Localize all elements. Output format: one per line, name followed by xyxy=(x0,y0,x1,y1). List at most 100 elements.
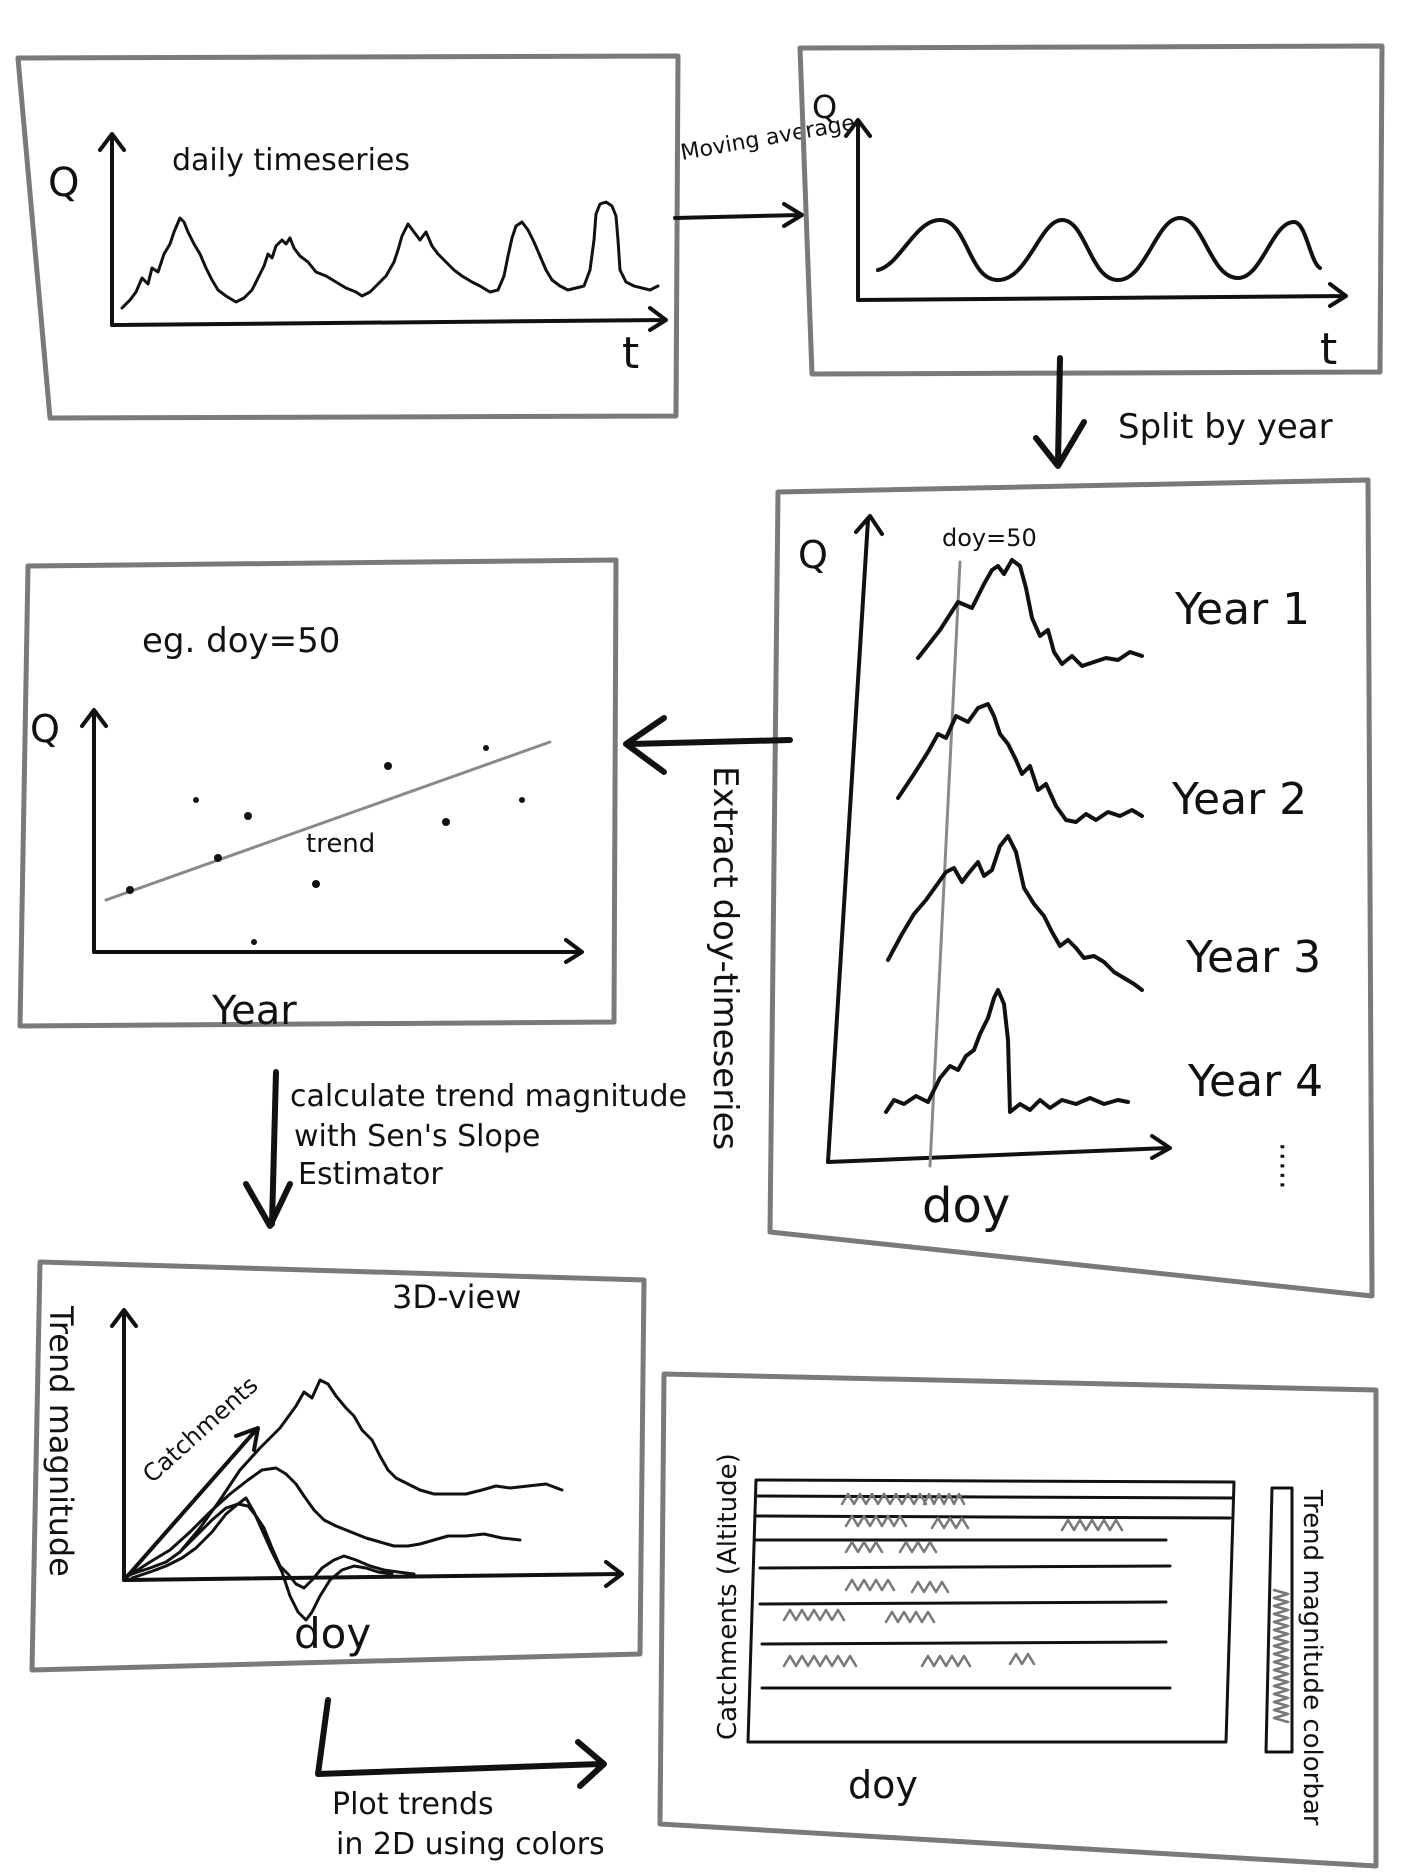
continuation-dots: ····· xyxy=(1264,1142,1299,1190)
data-point xyxy=(244,812,252,820)
arrow-plot-2d: Plot trends in 2D using colors xyxy=(315,1697,607,1862)
colorbar-fill xyxy=(1272,1588,1290,1724)
color-patch xyxy=(898,1540,938,1554)
arrow-shaft xyxy=(315,1697,607,1789)
panel-daily-timeseries: Q t daily timeseries xyxy=(15,53,681,421)
y-axis-arrow xyxy=(80,708,108,954)
y-axis-label: Q xyxy=(48,160,79,206)
catchment-row xyxy=(754,1514,1232,1520)
heatmap-box xyxy=(746,1478,1236,1744)
y-axis-arrow xyxy=(98,132,126,327)
arrow-split-by-year: Split by year xyxy=(1033,355,1333,469)
year-2-label: Year 2 xyxy=(1171,774,1307,825)
heatmap-color-scribbles xyxy=(782,1492,1124,1668)
x-axis-label: Year xyxy=(211,988,297,1034)
x-axis-label: doy xyxy=(294,1609,371,1658)
heatmap-rows xyxy=(754,1494,1234,1690)
year-3-label: Year 3 xyxy=(1185,932,1321,983)
panel-doy-trend: Q Year eg. doy=50 trend xyxy=(17,557,619,1034)
panel-frame xyxy=(797,43,1385,377)
color-patch xyxy=(920,1654,972,1668)
x-axis-label: doy xyxy=(848,1763,918,1807)
catchment-row xyxy=(754,1494,1234,1500)
panel-title: eg. doy=50 xyxy=(142,621,340,661)
year-4-label: Year 4 xyxy=(1187,1056,1323,1107)
panel-title: daily timeseries xyxy=(172,143,410,178)
arrow-moving-average: Moving average xyxy=(673,111,857,228)
data-point xyxy=(519,797,525,803)
color-patch xyxy=(1008,1652,1036,1666)
arrow-shaft xyxy=(243,1069,293,1229)
split-by-year-label: Split by year xyxy=(1118,407,1333,447)
calculate-label-line1: calculate trend magnitude xyxy=(290,1079,687,1114)
colorbar-label: Trend magnitude colorbar xyxy=(1297,1489,1327,1826)
data-points xyxy=(126,745,525,945)
color-patch xyxy=(782,1608,846,1622)
data-point xyxy=(312,880,320,888)
color-patch xyxy=(844,1514,908,1528)
arrow-calculate-trend: calculate trend magnitude with Sen's Slo… xyxy=(243,1069,687,1229)
arrow-shaft xyxy=(1033,355,1087,469)
plot-label-line2: in 2D using colors xyxy=(336,1827,605,1862)
calculate-label-line2: with Sen's Slope xyxy=(294,1119,540,1154)
arrow-shaft xyxy=(673,202,804,228)
panel-split-by-year: Q doy doy=50 Year 1 Year 2 Year 3 Year 4… xyxy=(767,477,1375,1299)
x-axis-arrow xyxy=(856,282,1348,308)
data-point xyxy=(214,854,222,862)
x-axis-arrow xyxy=(92,938,584,964)
catchment-row xyxy=(758,1600,1168,1606)
y-axis-label: Q xyxy=(30,707,60,751)
color-patch xyxy=(844,1540,884,1554)
catchment-trend-curve-2 xyxy=(128,1466,522,1577)
depth-axis-arrow xyxy=(122,1426,260,1582)
y-axis-label: Trend magnitude xyxy=(42,1305,80,1577)
x-axis-label: t xyxy=(1320,324,1337,375)
doy-50-marker-line xyxy=(928,560,962,1168)
arrow-extract-doy-timeseries: Extract doy-timeseries xyxy=(623,715,793,1150)
data-point xyxy=(384,762,392,770)
catchment-row xyxy=(758,1564,1172,1570)
color-patch xyxy=(844,1578,896,1592)
arrow-shaft xyxy=(623,715,793,775)
year-2-curve xyxy=(896,702,1144,824)
color-patch xyxy=(910,1580,950,1594)
doy-50-marker-label: doy=50 xyxy=(942,524,1037,552)
daily-series-line xyxy=(120,200,660,310)
y-axis-arrow xyxy=(826,514,884,1164)
y-axis-arrow xyxy=(844,118,872,302)
y-axis-arrow xyxy=(110,1308,138,1582)
panel-frame xyxy=(657,1371,1379,1869)
color-patch xyxy=(930,1516,970,1530)
data-point xyxy=(251,939,257,945)
year-4-curve xyxy=(884,988,1130,1114)
data-point xyxy=(193,797,199,803)
catchment-row xyxy=(760,1640,1168,1646)
year-3-curve xyxy=(886,834,1144,992)
y-axis-label: Q xyxy=(798,533,828,577)
color-patch xyxy=(840,1492,928,1506)
panel-title: 3D-view xyxy=(392,1278,521,1316)
y-axis-label: Catchments (Altitude) xyxy=(713,1453,743,1740)
colorbar-box xyxy=(1264,1486,1294,1754)
year-1-curve xyxy=(916,558,1144,668)
color-patch xyxy=(884,1610,936,1624)
x-axis-label: doy xyxy=(922,1178,1010,1234)
x-axis-arrow xyxy=(110,306,668,332)
data-point xyxy=(126,886,134,894)
catchment-trend-curve-1 xyxy=(178,1378,564,1554)
extract-label: Extract doy-timeseries xyxy=(705,766,745,1150)
x-axis-arrow xyxy=(826,1134,1172,1164)
color-patch xyxy=(782,1654,858,1668)
catchment-trend-curve-4 xyxy=(130,1496,394,1622)
depth-axis-label: Catchments xyxy=(137,1371,263,1489)
color-patch xyxy=(922,1492,966,1506)
y-axis-label: Q xyxy=(812,88,837,126)
calculate-label-line3: Estimator xyxy=(298,1157,443,1192)
plot-label-line1: Plot trends xyxy=(332,1787,494,1822)
year-1-label: Year 1 xyxy=(1174,584,1310,635)
color-patch xyxy=(1060,1518,1124,1532)
data-point xyxy=(442,818,450,826)
smoothed-series-line xyxy=(876,216,1322,282)
panel-2d-heatmap: Catchments (Altitude) doy xyxy=(657,1371,1379,1869)
